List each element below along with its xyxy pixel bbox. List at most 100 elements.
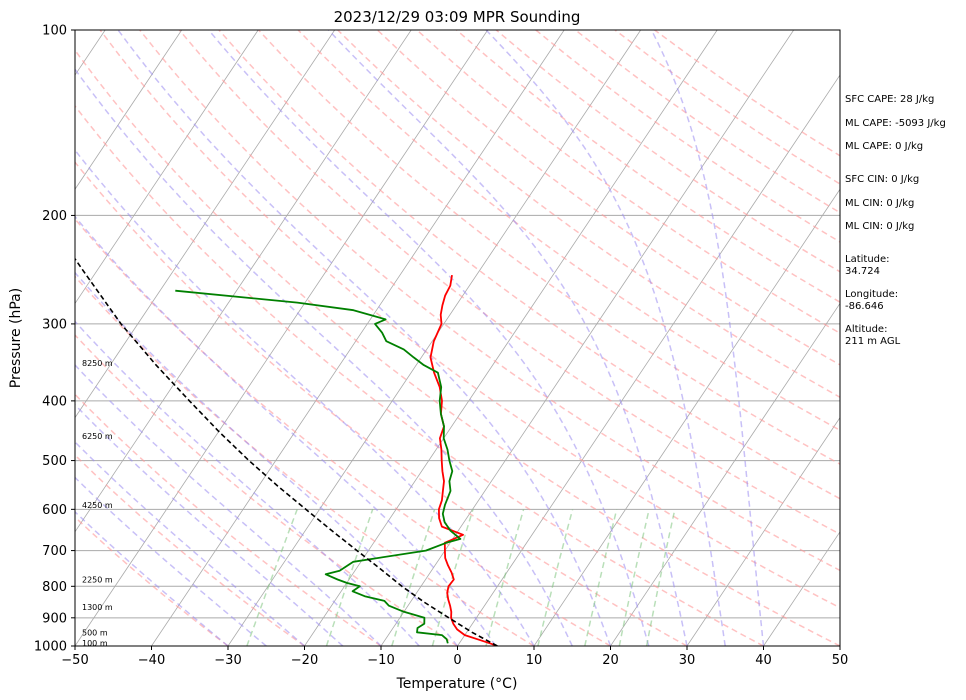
background-lines xyxy=(75,30,840,646)
mixing-ratio-line xyxy=(391,509,436,646)
moist-adiabat xyxy=(75,320,420,646)
dry-adiabat xyxy=(75,393,382,646)
sounding-parameter-text: -86.646 xyxy=(845,301,884,312)
sounding-parameter-text: SFC CIN: 0 J/kg xyxy=(845,174,919,185)
isotherm-line xyxy=(763,531,840,646)
y-tick-label: 600 xyxy=(42,503,67,518)
temperature-line xyxy=(429,274,498,646)
dry-adiabat xyxy=(337,30,840,399)
sounding-parameter-text: Latitude: xyxy=(845,254,890,265)
dry-adiabat xyxy=(75,48,840,646)
height-label: 8250 m xyxy=(82,359,113,368)
x-tick-label: −20 xyxy=(291,653,318,668)
isotherm-line xyxy=(75,30,412,533)
data-series xyxy=(75,257,498,646)
moist-adiabat xyxy=(75,476,267,646)
dry-adiabat xyxy=(75,217,611,646)
moist-adiabat xyxy=(75,215,497,646)
x-tick-label: 30 xyxy=(679,653,696,668)
sounding-parameter-text: SFC CAPE: 28 J/kg xyxy=(845,94,934,105)
height-label: 2250 m xyxy=(82,576,113,585)
dry-adiabat xyxy=(75,333,458,646)
isotherm-line xyxy=(304,30,718,646)
isotherm-line xyxy=(75,30,183,190)
dry-adiabat xyxy=(75,516,229,646)
dry-adiabat xyxy=(99,30,840,609)
height-labels: 8250 m 6250 m 4250 m 2250 m 1300 m 500 m 100 m xyxy=(82,359,113,648)
x-axis-label: Temperature (°C) xyxy=(396,676,518,692)
moist-adiabat xyxy=(75,510,229,646)
isotherm-line xyxy=(610,302,840,646)
isotherm-line xyxy=(75,30,259,305)
moist-adiabat xyxy=(117,30,612,646)
sounding-parameter-text: 211 m AGL xyxy=(845,336,901,347)
isotherm-line xyxy=(75,30,489,646)
y-tick-label: 500 xyxy=(42,454,67,469)
chart-title: 2023/12/29 03:09 MPR Sounding xyxy=(334,8,581,26)
x-tick-label: 0 xyxy=(453,653,461,668)
mixing-ratio-line xyxy=(246,509,298,646)
isotherm-line xyxy=(457,74,840,646)
x-tick-label: 40 xyxy=(755,653,772,668)
y-tick-label: 200 xyxy=(42,209,67,224)
dewpoint-line xyxy=(175,289,462,644)
mixing-ratio-line xyxy=(584,509,618,646)
y-axis: 100 200 300 400 500 600 700 800 900 1000 xyxy=(34,24,75,655)
moist-adiabat xyxy=(485,30,727,646)
height-label: 500 m xyxy=(82,628,108,637)
y-tick-label: 100 xyxy=(42,24,67,39)
height-label: 1300 m xyxy=(82,603,113,612)
plot-frame xyxy=(74,29,841,647)
sounding-parameter-text: Longitude: xyxy=(845,289,898,300)
height-label: 6250 m xyxy=(82,432,113,441)
dry-adiabat xyxy=(297,30,840,432)
sounding-parameter-text: ML CIN: 0 J/kg xyxy=(845,221,914,232)
dry-adiabat xyxy=(75,104,764,646)
dry-adiabat xyxy=(416,30,840,335)
sounding-parameter-text: 34.724 xyxy=(845,266,880,277)
y-tick-label: 400 xyxy=(42,394,67,409)
isotherm-line xyxy=(686,416,840,646)
sounding-parameters: SFC CAPE: 28 J/kg ML CAPE: -5093 J/kg ML C… xyxy=(845,94,946,347)
dry-adiabat xyxy=(139,30,840,572)
mixing-ratio-line xyxy=(645,509,676,646)
mixing-ratio-line xyxy=(325,509,374,646)
moist-adiabat xyxy=(75,441,305,646)
y-tick-label: 1000 xyxy=(34,640,67,655)
dry-adiabat xyxy=(75,161,688,646)
dry-adiabat xyxy=(75,275,535,646)
dry-adiabat xyxy=(257,30,840,465)
y-tick-label: 300 xyxy=(42,317,67,332)
moist-adiabat xyxy=(75,68,573,646)
x-tick-label: −50 xyxy=(61,653,88,668)
mixing-ratio-line xyxy=(618,509,650,646)
sounding-parameter-text: ML CAPE: 0 J/kg xyxy=(845,141,923,152)
moist-adiabat xyxy=(75,271,459,646)
moist-adiabat xyxy=(75,403,344,646)
isotherm-line xyxy=(533,188,840,646)
dry-adiabat xyxy=(178,30,840,535)
moist-adiabat xyxy=(75,148,535,646)
dry-adiabat xyxy=(75,454,305,646)
x-tick-label: 10 xyxy=(526,653,543,668)
moist-adiabat xyxy=(208,30,650,646)
moist-adiabat xyxy=(75,363,382,646)
x-tick-label: 20 xyxy=(602,653,619,668)
x-tick-label: 50 xyxy=(832,653,849,668)
isotherm-line xyxy=(151,30,565,646)
y-tick-label: 900 xyxy=(42,611,67,626)
moist-adiabat xyxy=(650,30,765,646)
sounding-parameter-text: Altitude: xyxy=(845,324,887,335)
y-axis-label: Pressure (hPa) xyxy=(8,288,24,388)
x-tick-label: −10 xyxy=(367,653,394,668)
sounding-parameter-text: ML CAPE: -5093 J/kg xyxy=(845,118,946,129)
height-label: 4250 m xyxy=(82,501,113,510)
moist-adiabat xyxy=(327,30,688,646)
x-tick-label: −40 xyxy=(138,653,165,668)
dry-adiabat xyxy=(456,30,840,304)
height-label: 100 m xyxy=(82,639,108,648)
x-tick-label: −30 xyxy=(214,653,241,668)
isotherm-line xyxy=(380,30,795,646)
parcel-line xyxy=(75,257,498,646)
